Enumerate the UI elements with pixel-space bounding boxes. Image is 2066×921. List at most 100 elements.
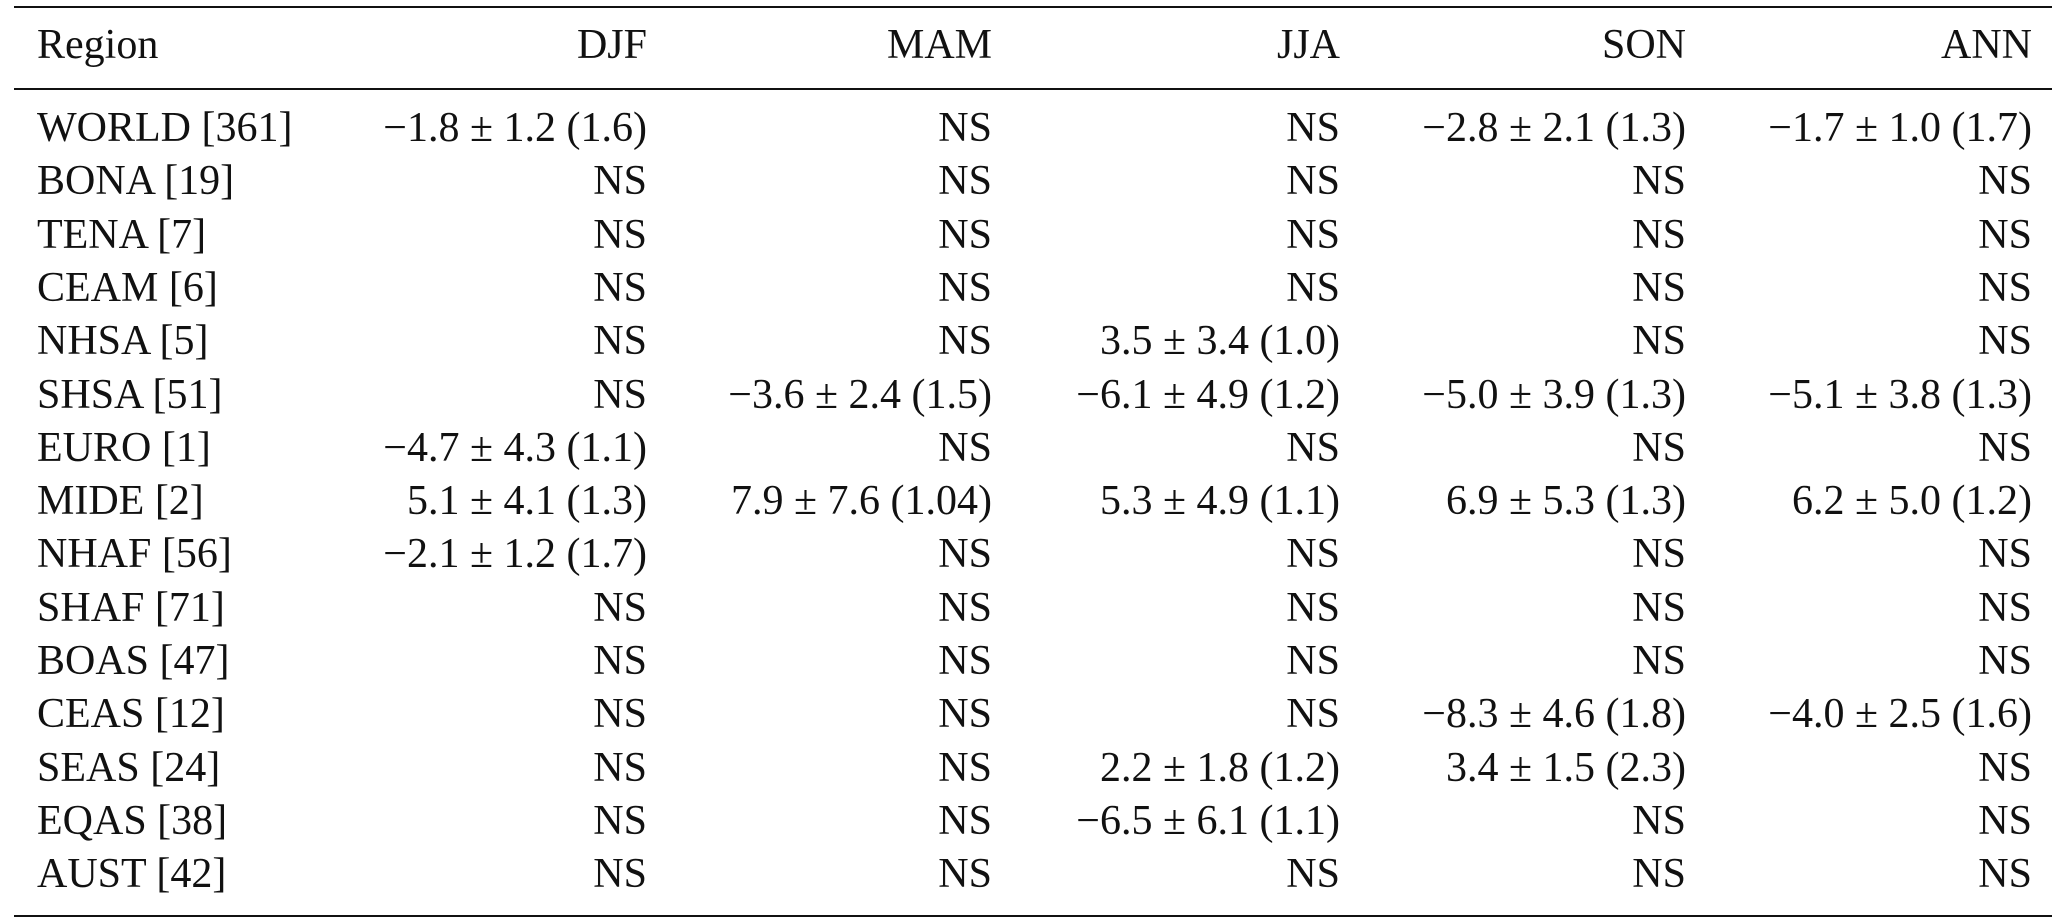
header-cell: JJA: [1276, 22, 1340, 68]
value-cell: NS: [1978, 584, 2032, 631]
value-cell: NS: [593, 318, 647, 365]
value-cell: NS: [1286, 584, 1340, 631]
value-cell: NS: [1978, 797, 2032, 844]
region-cell: WORLD [361]: [37, 105, 293, 151]
value-cell: NS: [938, 264, 992, 311]
value-cell: NS: [1286, 638, 1340, 684]
value-cell: −5.1 ± 3.8 (1.3): [1768, 371, 2032, 418]
region-cell: EURO [1]: [37, 424, 211, 471]
value-cell: NS: [1632, 211, 1686, 258]
value-cell: NS: [938, 744, 992, 791]
value-cell: −8.3 ± 4.6 (1.8): [1422, 691, 1686, 738]
header-cell: ANN: [1941, 22, 2032, 68]
header-rule: [14, 88, 2052, 90]
value-cell: 5.3 ± 4.9 (1.1): [1099, 478, 1340, 525]
value-cell: −2.8 ± 2.1 (1.3): [1422, 105, 1686, 151]
value-cell: NS: [1978, 424, 2032, 471]
value-cell: −1.8 ± 1.2 (1.6): [383, 105, 647, 151]
region-cell: BOAS [47]: [37, 638, 230, 684]
value-cell: NS: [1978, 318, 2032, 365]
value-cell: NS: [1286, 211, 1340, 258]
value-cell: NS: [593, 264, 647, 311]
value-cell: NS: [593, 638, 647, 684]
value-cell: NS: [938, 638, 992, 684]
bottom-rule: [14, 915, 2052, 917]
value-cell: NS: [593, 371, 647, 418]
region-cell: EQAS [38]: [37, 797, 228, 844]
value-cell: NS: [1632, 158, 1686, 205]
value-cell: NS: [1978, 211, 2032, 258]
value-cell: 6.9 ± 5.3 (1.3): [1445, 478, 1686, 525]
value-cell: NS: [1632, 424, 1686, 471]
header-cell: MAM: [886, 22, 992, 68]
value-cell: NS: [1286, 158, 1340, 205]
value-cell: NS: [1978, 851, 2032, 898]
region-cell: BONA [19]: [37, 158, 235, 205]
value-cell: 2.2 ± 1.8 (1.2): [1099, 744, 1340, 791]
value-cell: NS: [1286, 691, 1340, 738]
value-cell: 3.5 ± 3.4 (1.0): [1099, 318, 1340, 365]
value-cell: NS: [938, 691, 992, 738]
value-cell: NS: [1632, 638, 1686, 684]
header-cell: DJF: [576, 22, 647, 68]
value-cell: NS: [1632, 264, 1686, 311]
region-cell: MIDE [2]: [37, 478, 204, 525]
region-cell: AUST [42]: [37, 851, 227, 898]
value-cell: −3.6 ± 2.4 (1.5): [728, 371, 992, 418]
value-cell: NS: [938, 318, 992, 365]
value-cell: NS: [1632, 797, 1686, 844]
value-cell: 7.9 ± 7.6 (1.04): [730, 478, 992, 525]
region-cell: SHSA [51]: [37, 371, 223, 418]
value-cell: NS: [938, 797, 992, 844]
value-cell: −4.0 ± 2.5 (1.6): [1768, 691, 2032, 738]
value-cell: NS: [938, 158, 992, 205]
value-cell: NS: [593, 851, 647, 898]
value-cell: −5.0 ± 3.9 (1.3): [1422, 371, 1686, 418]
value-cell: 3.4 ± 1.5 (2.3): [1445, 744, 1686, 791]
header-cell: Region: [37, 22, 159, 68]
value-cell: 6.2 ± 5.0 (1.2): [1791, 478, 2032, 525]
value-cell: NS: [938, 105, 992, 151]
region-cell: NHAF [56]: [37, 531, 232, 578]
value-cell: 5.1 ± 4.1 (1.3): [406, 478, 647, 525]
value-cell: NS: [938, 531, 992, 578]
value-cell: NS: [938, 851, 992, 898]
value-cell: NS: [1286, 851, 1340, 898]
value-cell: NS: [593, 797, 647, 844]
value-cell: −6.5 ± 6.1 (1.1): [1076, 797, 1340, 844]
value-cell: NS: [1632, 318, 1686, 365]
value-cell: NS: [593, 691, 647, 738]
region-cell: CEAS [12]: [37, 691, 225, 738]
value-cell: NS: [938, 424, 992, 471]
value-cell: −4.7 ± 4.3 (1.1): [383, 424, 647, 471]
value-cell: NS: [1286, 531, 1340, 578]
region-cell: TENA [7]: [37, 211, 207, 258]
region-cell: NHSA [5]: [37, 318, 209, 365]
value-cell: NS: [1978, 531, 2032, 578]
value-cell: NS: [1978, 264, 2032, 311]
value-cell: NS: [593, 584, 647, 631]
header-cell: SON: [1601, 22, 1686, 68]
top-rule: [14, 6, 2052, 8]
value-cell: NS: [1286, 105, 1340, 151]
value-cell: NS: [1632, 531, 1686, 578]
value-cell: NS: [593, 211, 647, 258]
value-cell: −1.7 ± 1.0 (1.7): [1768, 105, 2032, 151]
region-cell: SHAF [71]: [37, 584, 225, 631]
value-cell: NS: [1286, 264, 1340, 311]
value-cell: NS: [938, 584, 992, 631]
value-cell: NS: [1632, 584, 1686, 631]
value-cell: NS: [938, 211, 992, 258]
value-cell: NS: [1632, 851, 1686, 898]
value-cell: −6.1 ± 4.9 (1.2): [1076, 371, 1340, 418]
value-cell: NS: [1978, 638, 2032, 684]
value-cell: NS: [1978, 744, 2032, 791]
region-cell: CEAM [6]: [37, 264, 218, 311]
value-cell: NS: [1978, 158, 2032, 205]
value-cell: NS: [593, 744, 647, 791]
region-cell: SEAS [24]: [37, 744, 221, 791]
value-cell: −2.1 ± 1.2 (1.7): [383, 531, 647, 578]
value-cell: NS: [593, 158, 647, 205]
value-cell: NS: [1286, 424, 1340, 471]
